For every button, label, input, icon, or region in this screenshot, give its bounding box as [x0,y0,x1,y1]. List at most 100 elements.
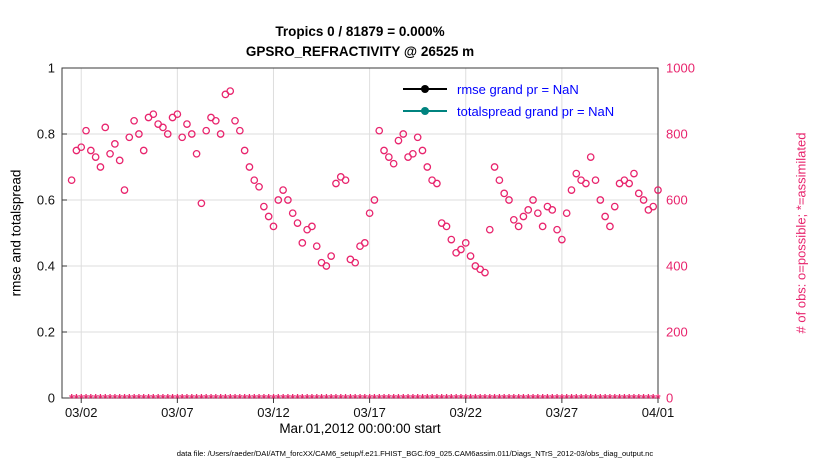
svg-text:*: * [607,391,613,406]
svg-text:*: * [108,391,114,406]
data-file-caption: data file: /Users/raeder/DAI/ATM_forcXX/… [176,449,654,458]
right-axis-label: # of obs: o=possible; *=assimilated [793,132,809,334]
svg-text:*: * [79,391,85,406]
svg-text:*: * [434,391,440,406]
svg-text:*: * [603,391,609,406]
chart-title-line1: Tropics 0 / 81879 = 0.000% [275,24,445,39]
svg-text:*: * [377,391,383,406]
chart-title-line2: GPSRO_REFRACTIVITY @ 26525 m [245,44,475,59]
svg-text:*: * [574,391,580,406]
svg-text:*: * [333,391,339,406]
legend-label-rmse: rmse grand pr = NaN [457,81,579,97]
svg-text:*: * [622,391,628,406]
legend-label-totalspread: totalspread grand pr = NaN [457,103,615,119]
svg-text:*: * [204,391,210,406]
svg-text:*: * [526,391,532,406]
svg-text:*: * [261,391,267,406]
svg-text:*: * [151,391,157,406]
svg-text:*: * [651,391,657,406]
svg-text:*: * [213,391,219,406]
svg-text:*: * [189,391,195,406]
svg-text:*: * [175,391,181,406]
svg-text:*: * [353,391,359,406]
svg-text:*: * [194,391,200,406]
assimilated-asterisk-markers: * * * * * * * * * * * * * * * * * * * * * * * * * * * * * * * * * * * * * * * *… [69,391,661,406]
svg-text:*: * [281,391,287,406]
svg-text:*: * [449,391,455,406]
legend: rmse grand pr = NaN totalspread grand pr… [402,78,614,122]
svg-text:*: * [593,391,599,406]
svg-text:*: * [617,391,623,406]
axis-box [61,67,659,399]
svg-text:*: * [372,391,378,406]
legend-item-rmse: rmse grand pr = NaN [402,78,614,100]
svg-text:*: * [237,391,243,406]
svg-text:*: * [300,391,306,406]
svg-text:*: * [516,391,522,406]
svg-text:*: * [588,391,594,406]
svg-text:*: * [343,391,349,406]
svg-text:*: * [266,391,272,406]
svg-text:*: * [564,391,570,406]
svg-text:*: * [170,391,176,406]
svg-text:*: * [550,391,556,406]
svg-text:*: * [184,391,190,406]
svg-text:*: * [223,391,229,406]
svg-text:*: * [362,391,368,406]
svg-text:*: * [103,391,109,406]
x-axis-ticks-labels: 03/02 03/07 03/12 03/17 03/22 03/27 04/01 [65,398,674,420]
svg-text:*: * [631,391,637,406]
svg-text:03/27: 03/27 [546,405,579,420]
svg-text:*: * [540,391,546,406]
svg-text:*: * [252,391,258,406]
svg-text:*: * [93,391,99,406]
totalspread-line-dot-marker [403,107,447,115]
svg-text:*: * [117,391,123,406]
svg-text:*: * [482,391,488,406]
svg-text:*: * [410,391,416,406]
svg-text:*: * [74,391,80,406]
left-axis-label: rmse and totalspread [8,169,24,297]
svg-text:0.4: 0.4 [37,259,55,274]
legend-item-totalspread: totalspread grand pr = NaN [402,100,614,122]
svg-text:*: * [406,391,412,406]
svg-text:*: * [285,391,291,406]
svg-text:*: * [492,391,498,406]
right-y-tick-labels: 0 200 400 600 800 1000 [666,61,695,406]
svg-text:*: * [545,391,551,406]
svg-text:*: * [506,391,512,406]
possible-obs-circle-markers [67,87,662,277]
svg-text:*: * [122,391,128,406]
svg-text:*: * [559,391,565,406]
svg-text:*: * [242,391,248,406]
svg-text:800: 800 [666,127,688,142]
x-axis-label: Mar.01,2012 00:00:00 start [279,421,441,436]
svg-text:03/02: 03/02 [65,405,98,420]
svg-text:*: * [502,391,508,406]
svg-text:400: 400 [666,259,688,274]
svg-text:*: * [132,391,138,406]
svg-text:*: * [228,391,234,406]
svg-text:*: * [324,391,330,406]
svg-text:*: * [454,391,460,406]
svg-text:*: * [357,391,363,406]
svg-text:*: * [348,391,354,406]
rmse-line-dot-marker [403,85,447,93]
svg-text:*: * [141,391,147,406]
svg-text:*: * [156,391,162,406]
svg-text:*: * [257,391,263,406]
svg-text:*: * [146,391,152,406]
svg-text:*: * [579,391,585,406]
svg-text:*: * [305,391,311,406]
svg-text:*: * [535,391,541,406]
svg-text:0.8: 0.8 [37,127,55,142]
svg-text:*: * [415,391,421,406]
svg-text:200: 200 [666,325,688,340]
svg-text:*: * [511,391,517,406]
svg-text:03/22: 03/22 [449,405,482,420]
svg-text:*: * [497,391,503,406]
svg-text:*: * [439,391,445,406]
svg-text:*: * [338,391,344,406]
svg-text:*: * [199,391,205,406]
